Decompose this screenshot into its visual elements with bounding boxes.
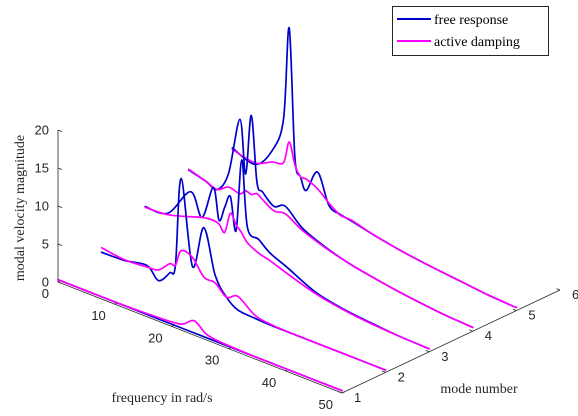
y-tick-label: 3 — [441, 349, 448, 364]
z-tick-mark — [57, 281, 63, 284]
y-tick-mark — [469, 329, 473, 332]
z-tick-label: 10 — [35, 199, 49, 214]
series-line-active-damping-mode-1 — [57, 278, 343, 392]
series-line-free-response-mode-5 — [231, 27, 518, 309]
x-tick-label: 30 — [205, 353, 219, 368]
z-tick-mark — [57, 205, 63, 208]
z-tick-label: 0 — [42, 275, 49, 290]
legend-label-free-response: free response — [434, 13, 508, 28]
z-tick-mark — [57, 129, 63, 132]
y-tick-mark — [381, 370, 386, 373]
series-line-active-damping-mode-5 — [231, 141, 518, 309]
legend-label-active-damping: active damping — [434, 35, 520, 50]
y-axis-line — [341, 289, 561, 394]
series-line-active-damping-mode-4 — [187, 168, 474, 329]
legend: free response active damping — [392, 6, 549, 56]
y-tick-label: 1 — [354, 390, 361, 405]
z-tick-mark — [57, 243, 63, 246]
series-line-free-response-mode-2 — [100, 177, 387, 371]
y-tick-label: 2 — [398, 369, 405, 384]
x-tick-label: 50 — [319, 397, 333, 412]
y-tick-mark — [512, 308, 517, 311]
y-tick-mark — [338, 391, 343, 394]
y-tick-label: 4 — [485, 328, 492, 343]
x-tick-label: 20 — [148, 330, 162, 345]
x-tick-label: 10 — [91, 308, 105, 323]
x-axis-label: frequency in rad/s — [111, 391, 212, 406]
x-axis-line — [57, 281, 343, 394]
y-tick-label: 5 — [528, 308, 535, 323]
series-line-active-damping-mode-2 — [100, 246, 387, 371]
y-tick-mark — [556, 288, 561, 291]
z-tick-label: 5 — [42, 237, 49, 252]
x-tick-label: 40 — [262, 375, 276, 390]
legend-box — [392, 6, 549, 56]
z-axis-label: modal velocity magnitude — [13, 135, 28, 281]
chart-curves — [57, 27, 518, 392]
z-tick-label: 15 — [35, 161, 49, 176]
y-tick-mark — [425, 350, 430, 353]
x-tick-label: 0 — [42, 286, 49, 301]
x-tick-mark — [341, 391, 346, 394]
series-line-active-damping-mode-3 — [144, 206, 431, 350]
series-line-free-response-mode-3 — [144, 159, 431, 350]
z-tick-label: 20 — [35, 123, 49, 138]
series-line-free-response-mode-4 — [187, 114, 474, 329]
y-tick-label: 6 — [572, 287, 578, 302]
y-axis-label: mode number — [440, 382, 518, 397]
chart-ticks: 0 10 20 30 40 50 1 2 3 4 5 6 0 5 10 15 20 — [35, 123, 578, 413]
z-tick-mark — [57, 167, 63, 170]
